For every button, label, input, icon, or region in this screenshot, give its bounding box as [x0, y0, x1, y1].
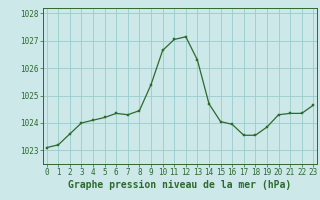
X-axis label: Graphe pression niveau de la mer (hPa): Graphe pression niveau de la mer (hPa)	[68, 180, 292, 190]
